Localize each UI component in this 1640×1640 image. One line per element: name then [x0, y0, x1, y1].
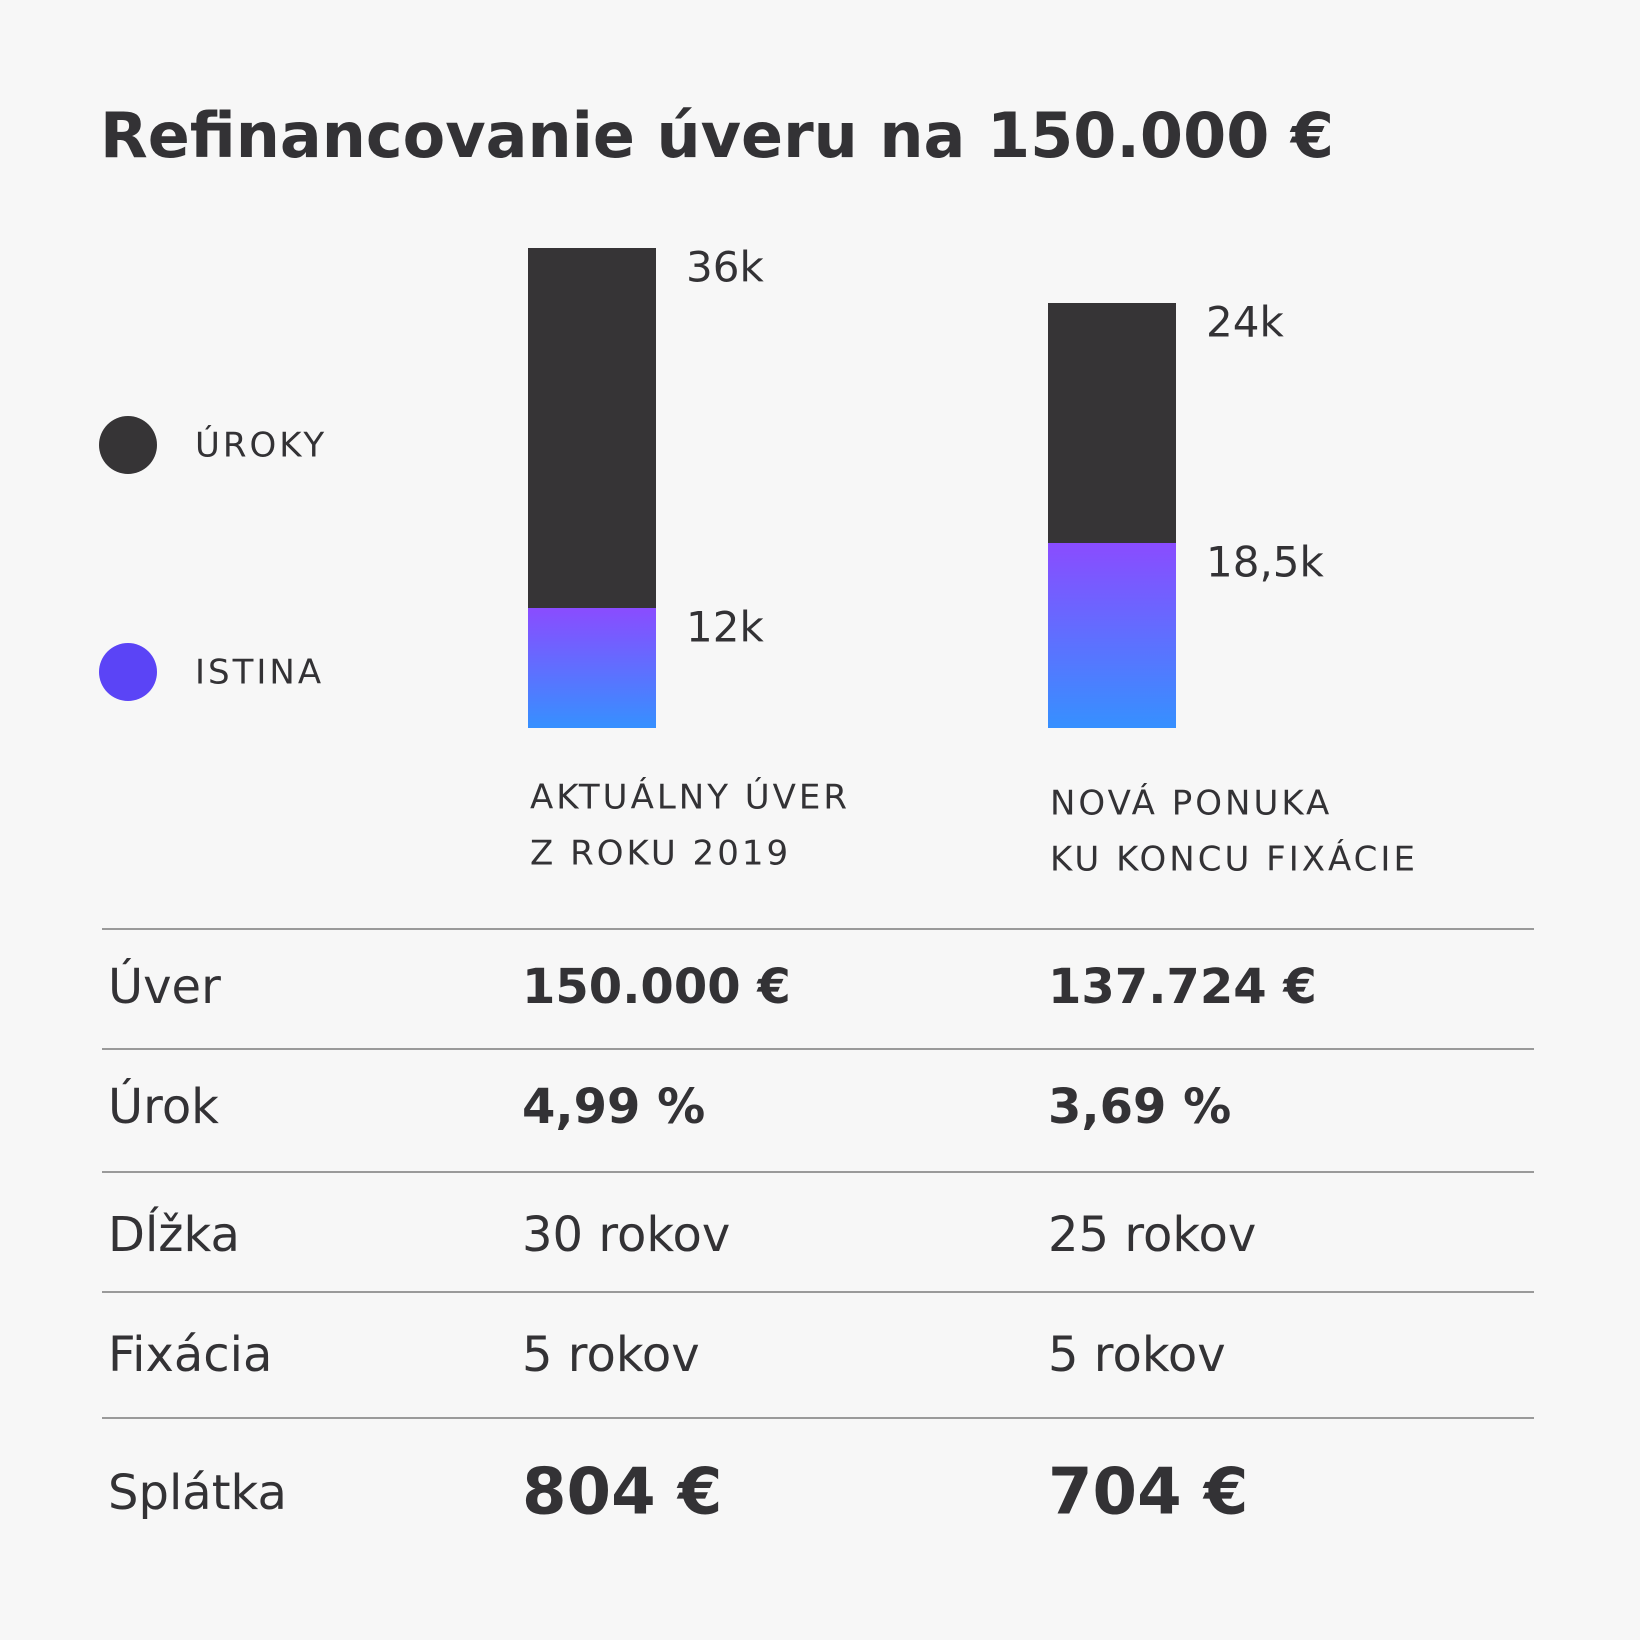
bar-segment — [1048, 543, 1176, 728]
bar-segment — [528, 248, 656, 608]
category-label: AKTUÁLNY ÚVER — [530, 777, 850, 818]
row-label: Úrok — [108, 1078, 219, 1135]
legend-swatch — [99, 416, 157, 474]
cell-value: 3,69 % — [1048, 1079, 1231, 1135]
cell-value: 137.724 € — [1048, 959, 1317, 1015]
value-label: 36k — [686, 243, 764, 292]
bar-segment — [528, 608, 656, 728]
value-label: 12k — [686, 603, 764, 652]
row-label: Dĺžka — [108, 1206, 240, 1263]
cell-value: 25 rokov — [1048, 1207, 1256, 1263]
cell-value: 4,99 % — [522, 1079, 705, 1135]
row-label: Fixácia — [108, 1327, 272, 1383]
cell-value: 5 rokov — [1048, 1327, 1226, 1383]
cell-value: 150.000 € — [522, 959, 791, 1015]
cell-value: 5 rokov — [522, 1327, 700, 1383]
cell-value: 704 € — [1048, 1456, 1248, 1530]
category-label: Z ROKU 2019 — [530, 834, 791, 874]
cell-value: 804 € — [522, 1456, 722, 1530]
legend-swatch — [99, 643, 157, 701]
value-label: 18,5k — [1206, 538, 1325, 587]
bar-segment — [1048, 303, 1176, 543]
category-label: KU KONCU FIXÁCIE — [1050, 839, 1418, 880]
chart-title: Refinancovanie úveru na 150.000 € — [100, 99, 1334, 172]
cell-value: 30 rokov — [522, 1207, 730, 1263]
legend-label: ÚROKY — [195, 425, 327, 466]
row-label: Splátka — [108, 1465, 287, 1521]
row-label: Úver — [108, 958, 221, 1015]
category-label: NOVÁ PONUKA — [1050, 783, 1332, 824]
value-label: 24k — [1206, 298, 1284, 347]
legend-label: ISTINA — [195, 653, 324, 693]
